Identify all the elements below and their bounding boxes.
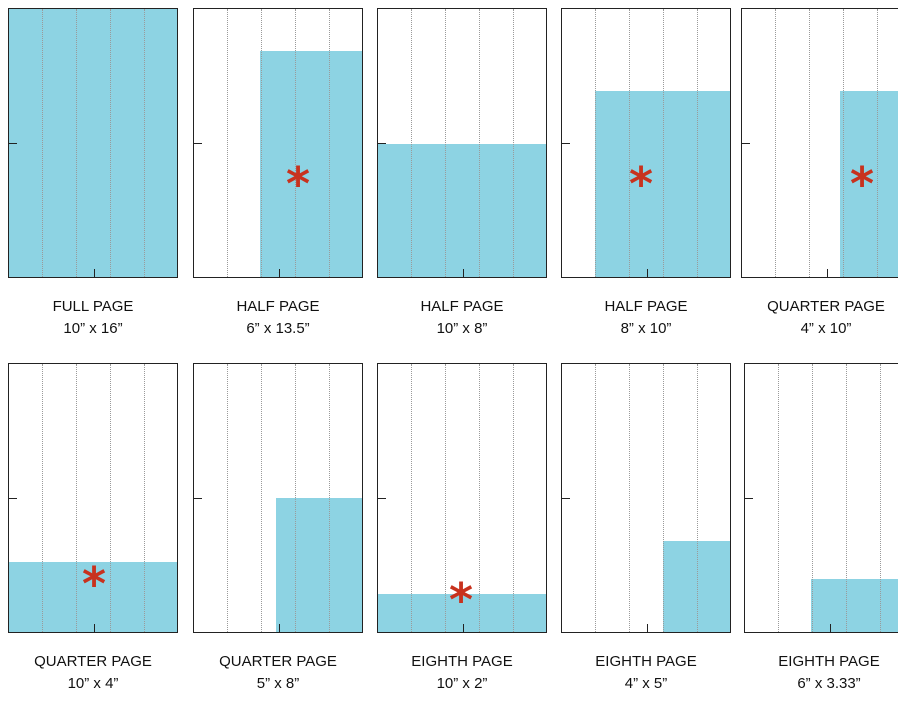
ad-area	[595, 91, 730, 277]
ad-size-dimensions: 10” x 8”	[436, 320, 488, 337]
ad-area	[811, 579, 898, 632]
ad-area	[9, 562, 177, 632]
ad-size-name: EIGHTH PAGE	[411, 653, 513, 670]
ad-size-name: FULL PAGE	[52, 298, 134, 315]
asterisk-icon: *	[628, 157, 654, 211]
ad-size-name: HALF PAGE	[604, 298, 688, 315]
ad-area	[260, 51, 362, 277]
page-diagram: *	[8, 363, 178, 633]
ad-size-name: EIGHTH PAGE	[778, 653, 880, 670]
ad-size-name: EIGHTH PAGE	[595, 653, 697, 670]
ad-area	[276, 498, 362, 632]
page-diagram: *	[377, 363, 547, 633]
asterisk-icon: *	[448, 573, 474, 627]
ad-size-dimensions: 10” x 4”	[67, 675, 119, 692]
page-diagram	[561, 363, 731, 633]
page-diagram	[8, 8, 178, 278]
ad-size-name: HALF PAGE	[420, 298, 504, 315]
ad-size-name: QUARTER PAGE	[34, 653, 152, 670]
page-diagram: *	[741, 8, 898, 278]
ad-area	[840, 91, 898, 277]
ad-size-dimensions: 6” x 13.5”	[246, 320, 310, 337]
page-diagram: *	[561, 8, 731, 278]
ad-size-dimensions: 4” x 10”	[800, 320, 852, 337]
asterisk-icon: *	[849, 157, 875, 211]
ad-area	[378, 594, 546, 632]
asterisk-icon: *	[285, 157, 311, 211]
page-diagram: *	[193, 8, 363, 278]
ad-size-dimensions: 4” x 5”	[624, 675, 668, 692]
page-diagram	[193, 363, 363, 633]
ad-size-dimensions: 5” x 8”	[256, 675, 300, 692]
page-diagram	[377, 8, 547, 278]
ad-area	[378, 144, 546, 277]
ad-size-dimensions: 10” x 2”	[436, 675, 488, 692]
ad-size-dimensions: 8” x 10”	[620, 320, 672, 337]
ad-size-name: HALF PAGE	[236, 298, 320, 315]
ad-area	[663, 541, 730, 632]
page-diagram	[744, 363, 898, 633]
ad-area	[9, 9, 177, 277]
ad-size-dimensions: 6” x 3.33”	[797, 675, 861, 692]
ad-size-dimensions: 10” x 16”	[63, 320, 123, 337]
ad-size-name: QUARTER PAGE	[767, 298, 885, 315]
asterisk-icon: *	[81, 557, 107, 611]
ad-size-name: QUARTER PAGE	[219, 653, 337, 670]
